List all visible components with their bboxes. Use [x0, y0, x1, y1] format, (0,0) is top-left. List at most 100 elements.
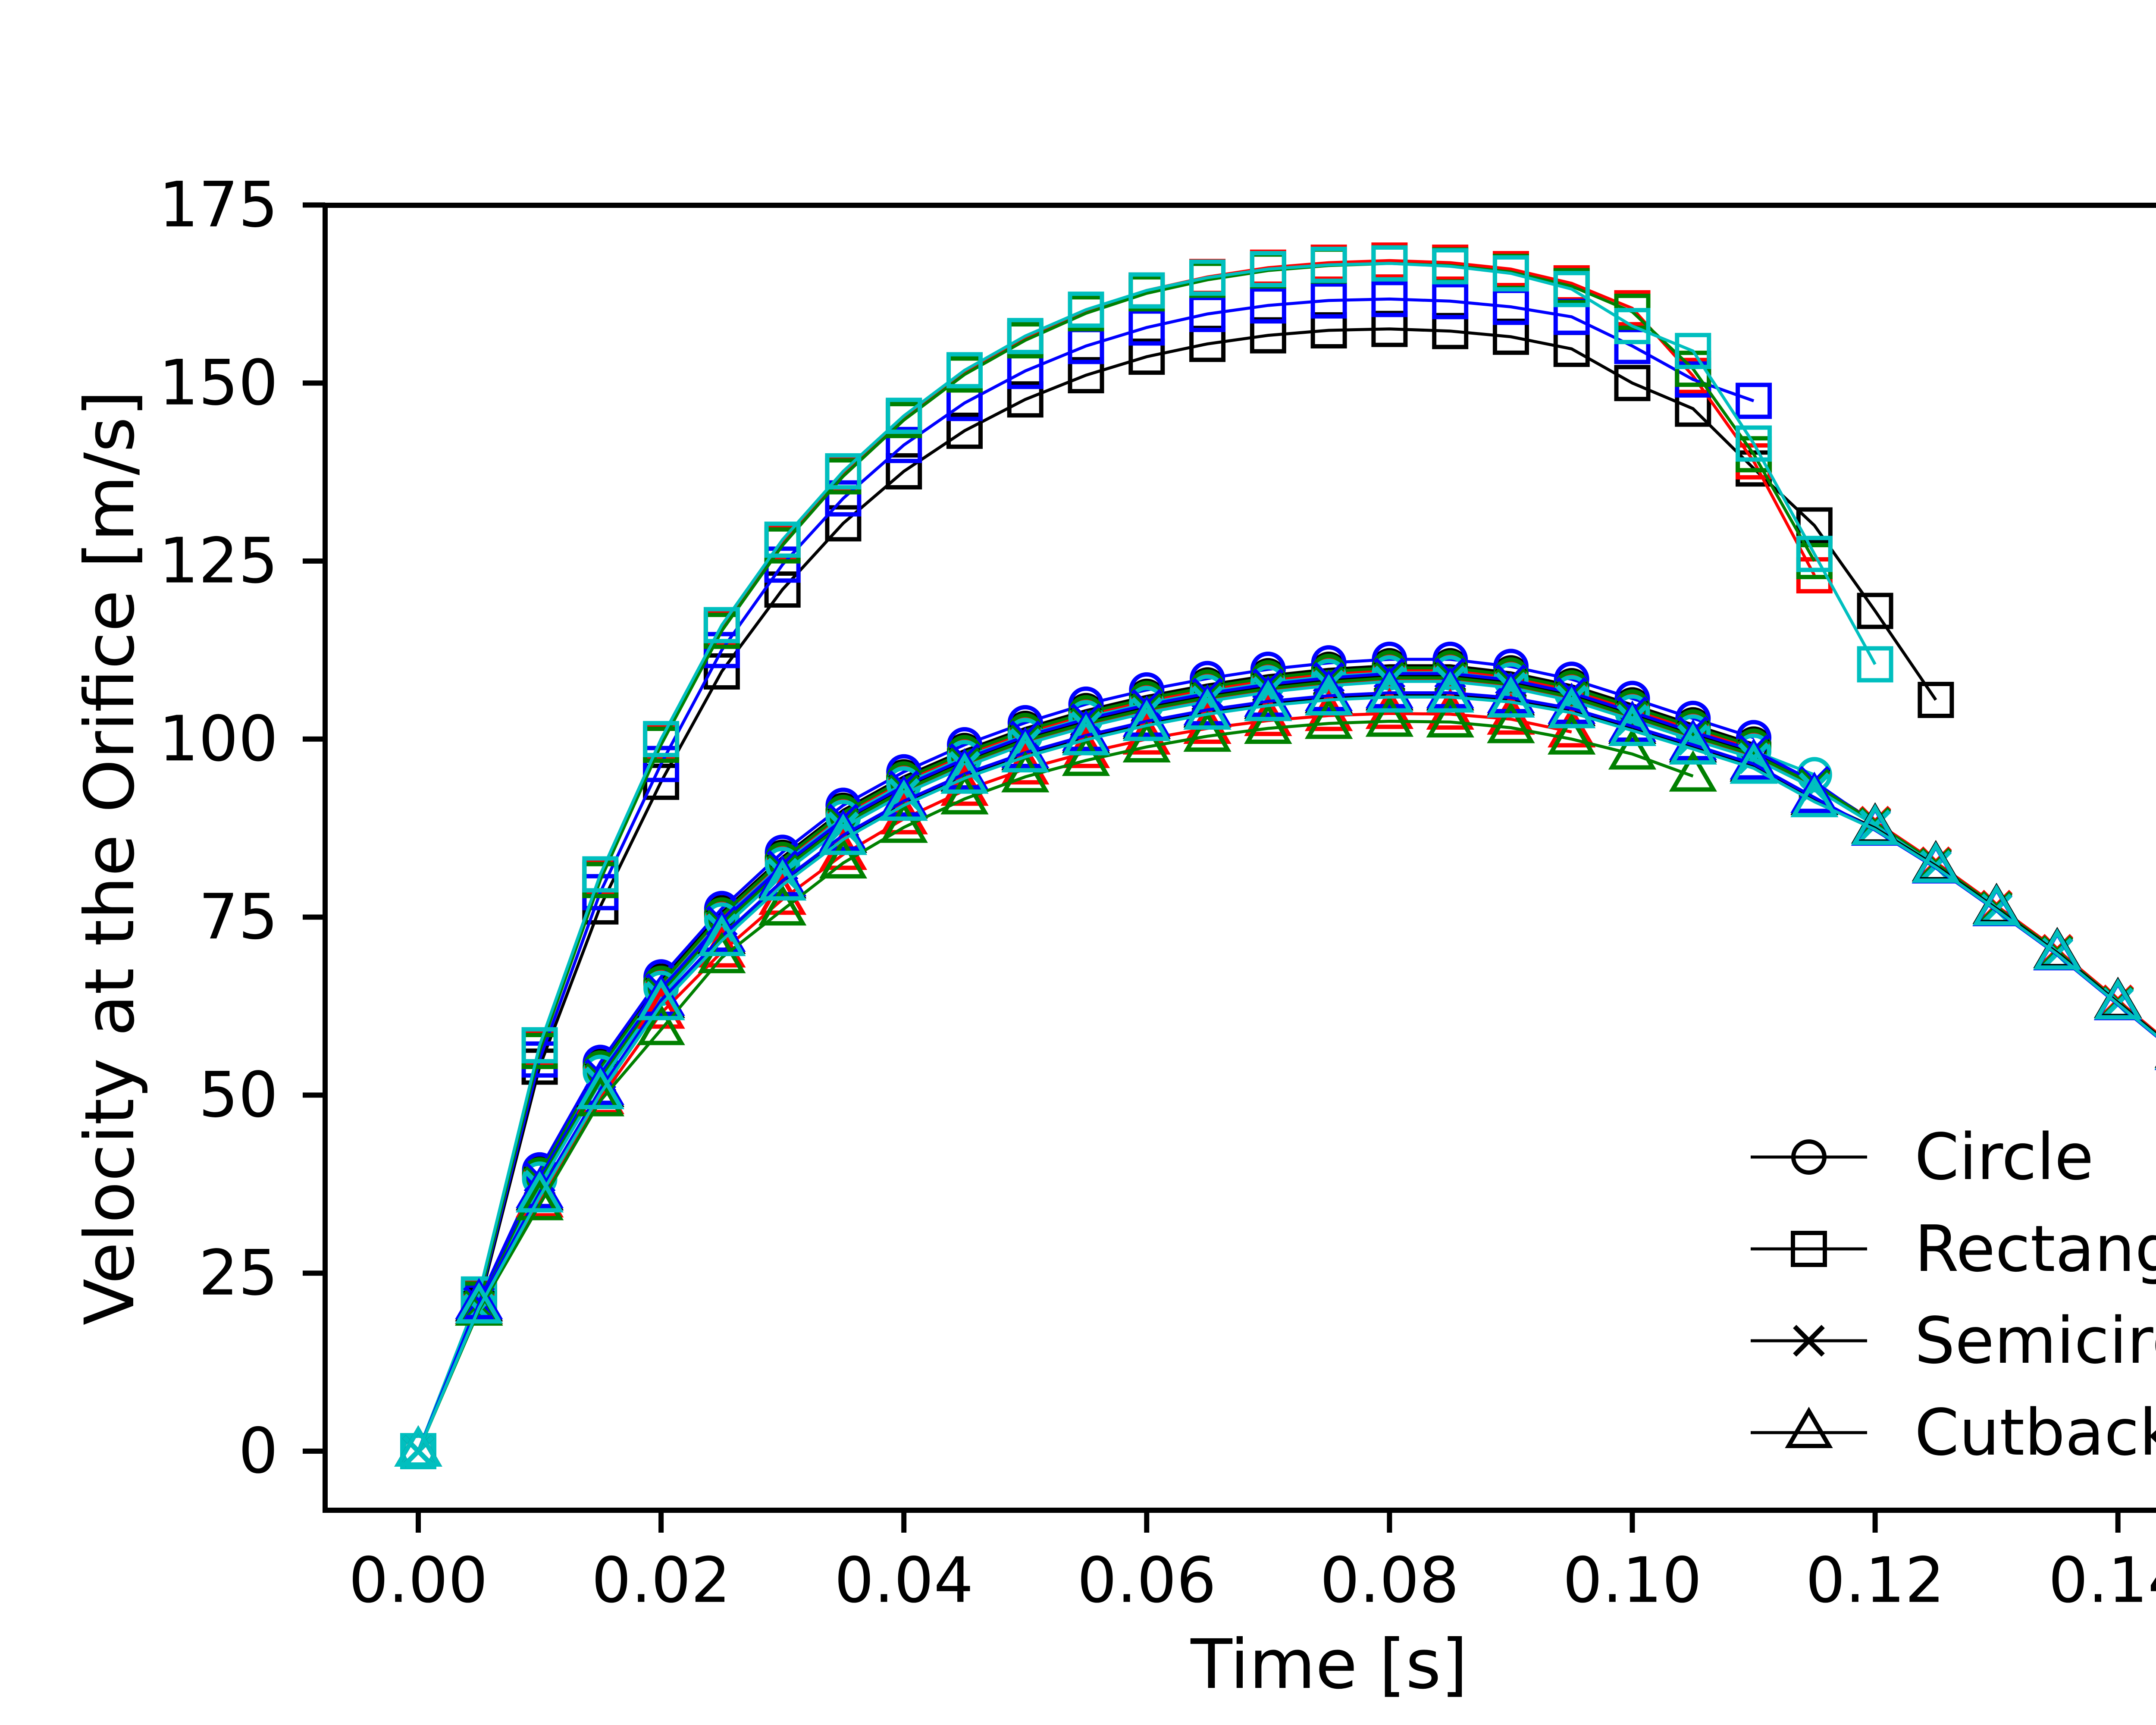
square-marker	[1007, 381, 1044, 418]
square-marker	[1857, 593, 1893, 629]
series-square-black	[400, 310, 1954, 1469]
square-marker	[1675, 332, 1711, 369]
triangle-marker	[1062, 714, 1110, 756]
square-marker	[703, 653, 740, 690]
square-marker	[1250, 251, 1286, 288]
triangle-marker	[1122, 699, 1171, 741]
series-triangle-green	[394, 695, 1717, 1467]
square-marker	[886, 398, 922, 434]
square-marker	[946, 352, 983, 389]
triangle-marker	[1426, 671, 1474, 713]
x-tick-label: 0.04	[834, 1544, 974, 1617]
square-marker	[1614, 328, 1651, 364]
triangle-marker	[1001, 731, 1050, 773]
series-square-blue	[400, 281, 1772, 1469]
series-line-square-cyan	[417, 262, 1877, 1452]
legend-item-cutback: Cutback	[1751, 1396, 2156, 1470]
y-tick-label: 175	[159, 169, 278, 242]
x-tick-label: 0.10	[1563, 1544, 1702, 1617]
square-marker	[1736, 383, 1772, 419]
legend-item-semicircle: Semicircle	[1751, 1304, 2156, 1378]
series-line-triangle-black	[417, 693, 2156, 1452]
triangle-marker	[1669, 750, 1717, 792]
square-marker	[1736, 425, 1772, 462]
square-marker	[582, 856, 619, 893]
legend-item-circle: Circle	[1751, 1120, 2094, 1194]
circle-marker	[1791, 1139, 1827, 1175]
square-marker	[886, 453, 922, 489]
series-x-green	[402, 662, 2156, 1467]
y-tick-label: 75	[198, 881, 278, 953]
square-marker	[886, 427, 922, 463]
triangle-marker	[819, 813, 868, 855]
triangle-marker	[819, 837, 868, 879]
square-marker	[1614, 308, 1651, 345]
x-axis-label: Time [s]	[1190, 1625, 1468, 1704]
y-axis: 0 25 50 75 100 125 150 175	[159, 169, 325, 1488]
triangle-marker	[880, 779, 928, 821]
square-marker	[1614, 365, 1651, 401]
triangle-marker	[1487, 676, 1535, 718]
triangle-marker	[637, 979, 685, 1020]
legend-item-rectangular: Rectangular	[1751, 1212, 2156, 1286]
y-tick-label: 25	[198, 1237, 278, 1310]
y-tick-label: 125	[159, 525, 278, 598]
triangle-marker	[940, 752, 989, 794]
triangle-marker	[880, 801, 928, 843]
triangle-marker	[1608, 728, 1657, 770]
triangle-marker	[2094, 978, 2142, 1020]
square-marker	[1432, 283, 1469, 320]
legend-label: Cutback	[1915, 1396, 2156, 1470]
triangle-marker	[1244, 680, 1292, 721]
square-marker	[1796, 536, 1833, 572]
triangle-marker	[758, 859, 807, 901]
square-marker	[1189, 296, 1226, 332]
triangle-marker	[637, 1004, 685, 1045]
square-marker	[1310, 247, 1347, 283]
square-marker	[1918, 681, 1954, 718]
series-x-black	[402, 660, 2156, 1467]
legend-label: Rectangular	[1915, 1212, 2156, 1286]
legend-label: Circle	[1915, 1120, 2094, 1194]
series-line-circle-green	[417, 666, 1755, 1452]
series-square-cyan	[400, 245, 1893, 1469]
square-marker	[1189, 259, 1226, 296]
triangle-marker	[1304, 674, 1353, 715]
triangle-marker	[1426, 696, 1474, 738]
triangle-marker	[1851, 803, 1899, 845]
square-marker	[1310, 282, 1347, 319]
triangle-marker	[1487, 702, 1535, 743]
series-line-triangle-green	[417, 719, 1694, 1452]
x-marker	[1793, 1325, 1825, 1357]
triangle-marker	[758, 884, 807, 926]
triangle-marker	[1122, 721, 1171, 762]
triangle-marker	[515, 1171, 564, 1213]
x-tick-label: 0.06	[1077, 1544, 1216, 1617]
triangle-marker	[1912, 841, 1960, 883]
triangle-marker	[1244, 703, 1292, 744]
square-marker	[1250, 287, 1286, 324]
square-marker	[1068, 357, 1104, 394]
series-line-triangle-blue	[417, 691, 2156, 1452]
series-line-square-red	[417, 259, 1816, 1452]
square-marker	[1371, 281, 1408, 317]
series-line-square-blue	[417, 297, 1755, 1452]
legend: Circle Rectangular Semicircle Cutback	[1751, 1120, 2156, 1470]
x-tick-label: 0.08	[1320, 1544, 1459, 1617]
legend-label: Semicircle	[1915, 1304, 2156, 1378]
square-marker	[764, 521, 801, 558]
triangle-marker	[1001, 751, 1050, 793]
triangle-marker	[1785, 1407, 1833, 1448]
x-tick-label: 0.02	[592, 1544, 731, 1617]
triangle-marker	[1365, 695, 1414, 737]
y-tick-label: 50	[198, 1059, 278, 1132]
series-line-triangle-cyan	[417, 695, 2156, 1452]
triangle-marker	[576, 1068, 625, 1110]
x-tick-label: 0.12	[1805, 1544, 1945, 1617]
triangle-marker	[1062, 734, 1110, 776]
square-marker	[643, 721, 680, 757]
series-line-square-black	[417, 327, 1937, 1452]
triangle-marker	[1972, 884, 2021, 926]
series-line-square-green	[417, 262, 1816, 1452]
